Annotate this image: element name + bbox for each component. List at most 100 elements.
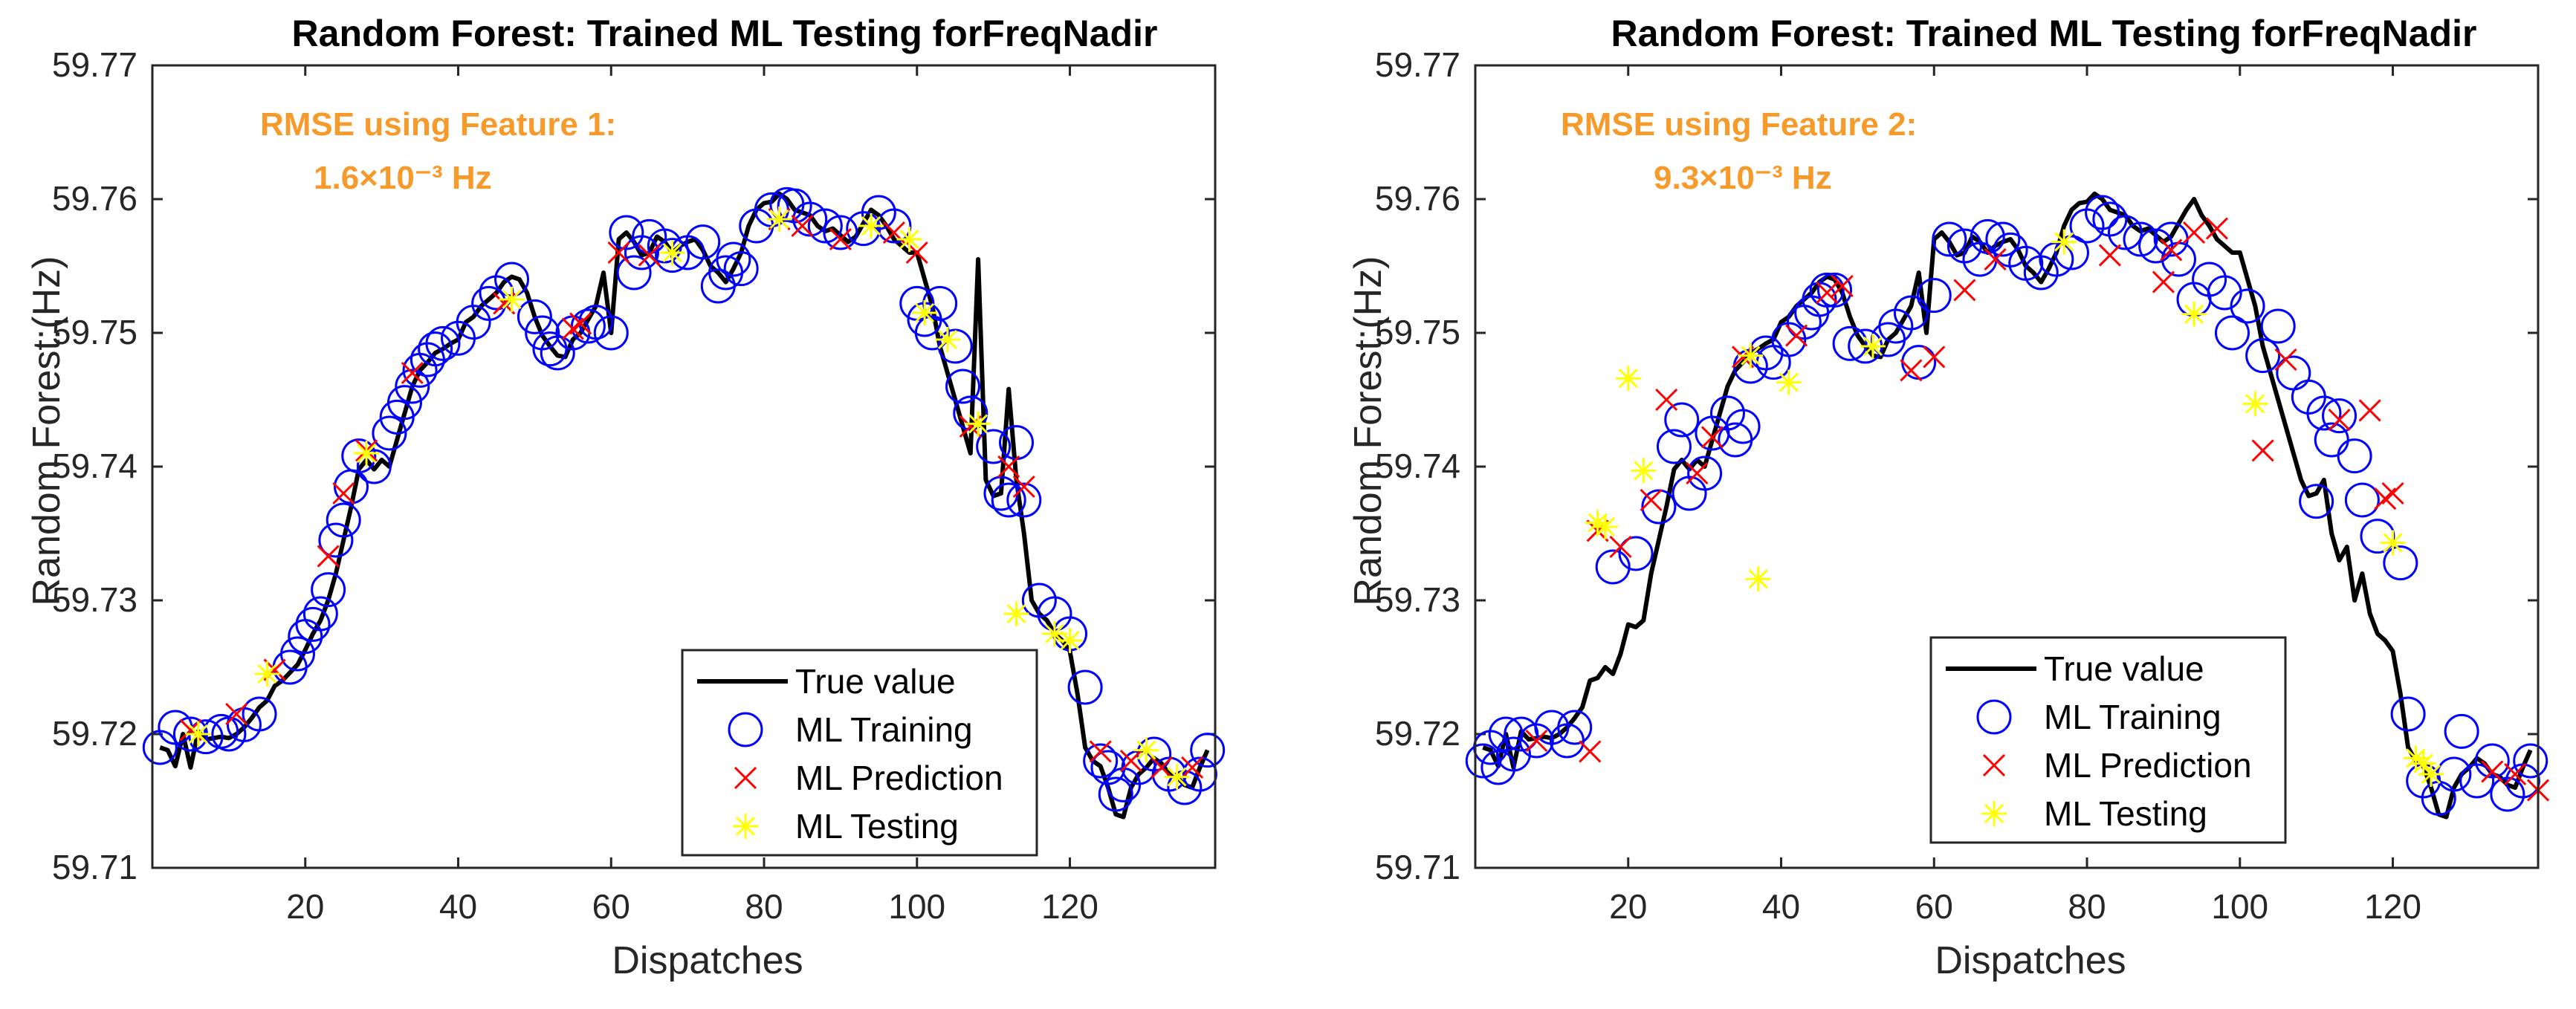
training-point	[792, 201, 828, 237]
training-point	[2260, 308, 2296, 344]
testing-point	[1003, 601, 1029, 626]
training-point	[1641, 489, 1677, 525]
x-tick-label: 60	[592, 887, 630, 926]
y-tick-labels: 59.71 59.72 59.73 59.74 59.75 59.76 59.7…	[52, 45, 137, 886]
x-tick-label: 20	[1609, 887, 1647, 926]
testing-point	[1585, 510, 1611, 536]
y-tick-label: 59.71	[1375, 848, 1460, 886]
training-point	[2276, 355, 2311, 391]
training-point	[570, 308, 606, 344]
rmse-annotation-line2: 9.3×10⁻³ Hz	[1654, 160, 1832, 196]
training-point	[1083, 743, 1119, 779]
training-point	[624, 235, 659, 270]
prediction-point	[2358, 399, 2381, 422]
training-point	[356, 449, 392, 484]
legend-prediction-label: ML Prediction	[2044, 746, 2252, 785]
x-tick-labels: 20 40 60 80 100 120	[1609, 887, 2421, 926]
rmse-annotation-line1: RMSE using Feature 2:	[1561, 106, 1917, 143]
training-point	[188, 719, 224, 755]
legend-true-value-label: True value	[2044, 649, 2204, 688]
testing-point	[2418, 762, 2444, 787]
prediction-point	[1150, 756, 1174, 779]
x-tick-label: 40	[1762, 887, 1800, 926]
training-point	[1893, 295, 1929, 331]
training-point	[2214, 315, 2250, 351]
prediction-point	[1655, 388, 1678, 412]
true-value-line	[1482, 191, 2533, 820]
x-tick-label: 40	[439, 887, 477, 926]
training-point	[723, 251, 759, 287]
training-point	[2459, 763, 2495, 799]
testing-point	[499, 287, 525, 312]
training-point	[991, 482, 1026, 518]
testing-point	[912, 300, 938, 325]
training-point	[616, 255, 652, 291]
axes-frame	[1474, 64, 2540, 869]
training-point	[295, 606, 331, 642]
prediction-point	[1579, 740, 1602, 763]
legend-training-label: ML Training	[2044, 698, 2221, 736]
chart-panel-2: Random Forest: Trained ML Testing forFre…	[1347, 13, 2550, 982]
training-point	[823, 215, 858, 250]
x-tick-label: 120	[2364, 887, 2421, 926]
training-point	[1664, 402, 1700, 438]
legend-training-swatch	[728, 712, 763, 747]
prediction-point	[1785, 324, 1808, 347]
training-point	[1755, 345, 1791, 380]
y-tick-label: 59.74	[1375, 447, 1460, 485]
testing-point	[2051, 229, 2077, 255]
testing-point	[1631, 458, 1657, 484]
y-axis-label: Random Forest:(Hz)	[1347, 256, 1390, 606]
legend-prediction-swatch	[1982, 753, 2006, 777]
training-point	[2230, 288, 2265, 324]
x-tick-label: 20	[286, 887, 324, 926]
rmse-annotation-line2: 1.6×10⁻³ Hz	[314, 160, 492, 196]
training-point	[2054, 235, 2089, 270]
legend-prediction-label: ML Prediction	[795, 759, 1003, 797]
y-tick-label: 59.76	[52, 179, 137, 218]
rmse-annotation-line1: RMSE using Feature 1:	[260, 106, 616, 143]
y-tick-label: 59.74	[52, 447, 137, 485]
testing-point	[1164, 764, 1190, 790]
training-point	[2444, 713, 2479, 749]
prediction-point	[1640, 488, 1663, 512]
training-point	[2085, 195, 2120, 230]
prediction-point	[1953, 279, 1976, 302]
prediction-point	[1181, 756, 1204, 779]
testing-point	[1592, 514, 1618, 539]
training-point	[976, 429, 1012, 464]
training-point	[2344, 482, 2380, 518]
y-tick-label: 59.77	[52, 45, 137, 84]
y-axis-label: Random Forest:(Hz)	[25, 256, 68, 606]
testing-point	[766, 207, 792, 232]
prediction-point	[2182, 221, 2206, 244]
training-point	[517, 299, 552, 334]
testing-point	[1615, 366, 1641, 392]
prediction-point	[569, 312, 592, 335]
testing-point	[858, 213, 884, 239]
y-tick-label: 59.72	[52, 714, 137, 753]
training-point	[716, 241, 751, 277]
y-tick-label: 59.71	[52, 848, 137, 886]
training-point	[1687, 455, 1723, 491]
prediction-point	[1119, 749, 1142, 773]
training-point	[593, 315, 629, 351]
prediction-point	[1089, 740, 1112, 763]
training-point	[2245, 338, 2281, 374]
training-point	[2138, 228, 2174, 264]
training-point	[1067, 669, 1103, 705]
prediction-point	[1831, 274, 1854, 298]
prediction-point	[1525, 729, 1548, 753]
training-point	[953, 395, 988, 431]
prediction-point	[1923, 345, 1946, 369]
x-tick-label: 80	[745, 887, 783, 926]
x-axis-label: Dispatches	[1935, 939, 2126, 982]
x-tick-label: 60	[1915, 887, 1953, 926]
training-point	[655, 238, 690, 273]
x-tick-labels: 20 40 60 80 100 120	[286, 887, 1098, 926]
training-point	[418, 331, 453, 367]
training-point	[372, 415, 407, 451]
training-point	[1618, 536, 1654, 571]
y-tick-label: 59.75	[1375, 313, 1460, 351]
